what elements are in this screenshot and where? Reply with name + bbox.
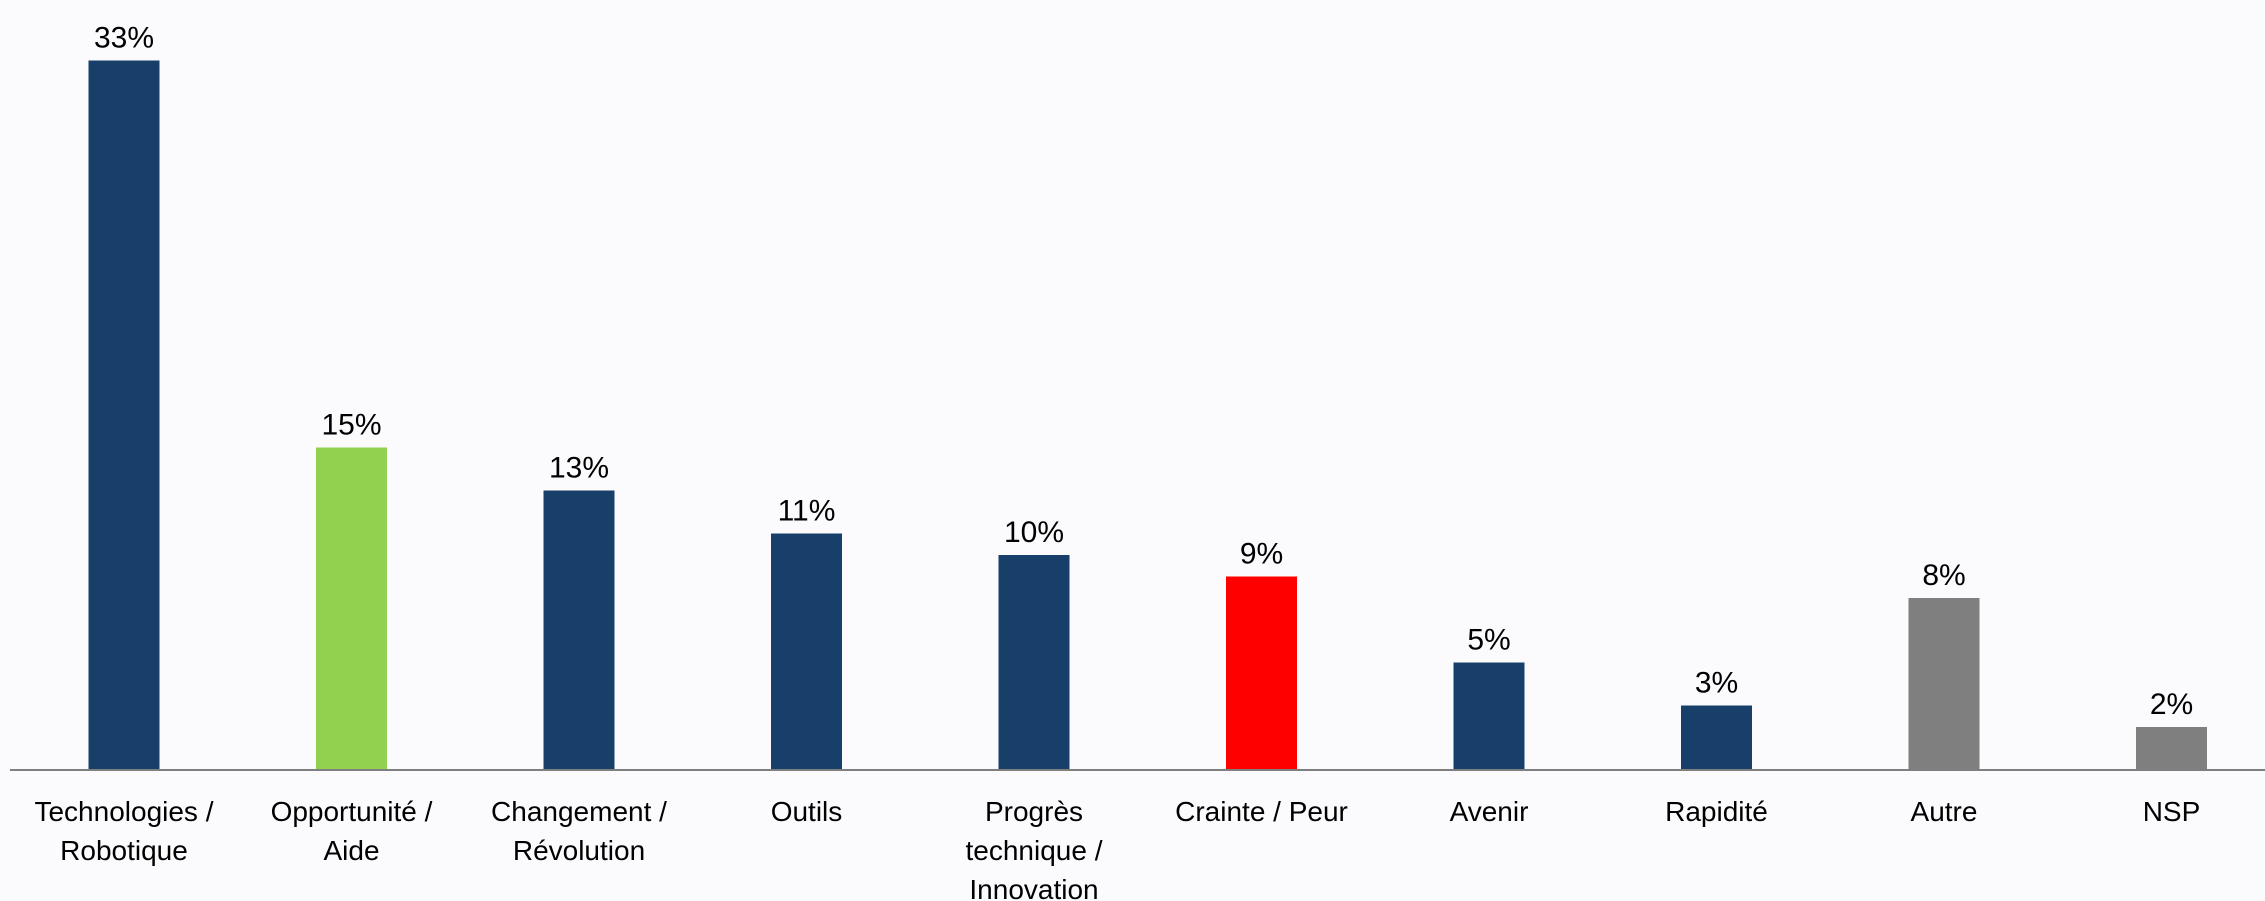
bar (1908, 598, 1980, 770)
bar (1226, 576, 1297, 770)
bar (88, 60, 160, 770)
bar-value-label: 13% (549, 452, 609, 485)
category-label-line: Avenir (1450, 796, 1529, 827)
bar (1453, 662, 1525, 770)
bar (316, 447, 387, 770)
category-label-line: Aide (323, 835, 379, 866)
category-label: Technologies / Robotique (34, 796, 213, 866)
category-label-line: Technologies / (34, 796, 213, 827)
category-label-line: Outils (771, 796, 843, 827)
bar-value-label: 33% (94, 22, 154, 55)
category-label-line: Autre (1911, 796, 1978, 827)
bar-value-label: 5% (1467, 624, 1510, 657)
bar (771, 533, 842, 770)
category-label-line: Innovation (969, 874, 1098, 901)
category-label: NSP (2143, 796, 2201, 827)
category-label: Avenir (1450, 796, 1529, 827)
bar-value-label: 10% (1004, 516, 1064, 549)
category-label-line: NSP (2143, 796, 2201, 827)
category-label: Progrès technique / Innovation (966, 796, 1103, 901)
category-label: Autre (1911, 796, 1978, 827)
bars-layer (88, 60, 2207, 770)
category-label: Crainte / Peur (1175, 796, 1348, 827)
bar (2136, 727, 2207, 770)
category-label: Opportunité / Aide (271, 796, 433, 866)
value-labels-layer: 33% 15% 13% 11% 10% 9% 5% 3% 8% 2% (94, 22, 2193, 722)
bar-value-label: 8% (1922, 559, 1965, 592)
category-label: Outils (771, 796, 843, 827)
category-label-line: Robotique (60, 835, 188, 866)
bar-value-label: 2% (2150, 688, 2193, 721)
category-label-line: Changement / (491, 796, 667, 827)
bar-value-label: 11% (778, 495, 836, 528)
category-label-line: Révolution (513, 835, 645, 866)
category-label-line: Opportunité / (271, 796, 433, 827)
bar (1681, 705, 1752, 770)
category-label: Changement / Révolution (491, 796, 667, 866)
category-label-line: Progrès (985, 796, 1083, 827)
bar (998, 555, 1070, 770)
category-label-line: Crainte / Peur (1175, 796, 1348, 827)
bar (543, 490, 615, 770)
category-labels-layer: Technologies / Robotique Opportunité / Aide… (34, 796, 2200, 901)
bar-value-label: 3% (1695, 667, 1738, 700)
category-label-line: Rapidité (1665, 796, 1768, 827)
bar-value-label: 15% (321, 409, 381, 442)
category-label-line: technique / (966, 835, 1103, 866)
bar-value-label: 9% (1240, 538, 1283, 571)
category-label: Rapidité (1665, 796, 1768, 827)
